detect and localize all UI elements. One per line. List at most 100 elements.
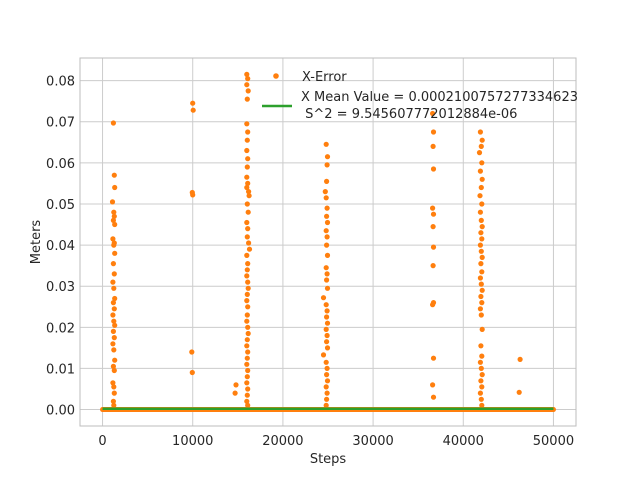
error-point (244, 147, 250, 154)
error-point (244, 374, 250, 380)
error-point (430, 263, 436, 269)
error-point (323, 228, 329, 234)
error-point (112, 221, 118, 228)
error-point (324, 308, 330, 314)
y-tick-label: 0.07 (46, 116, 75, 131)
error-point (244, 234, 250, 240)
error-point (110, 120, 116, 126)
error-point (244, 219, 250, 226)
error-point (324, 390, 330, 396)
error-point (245, 367, 251, 374)
error-point (244, 121, 250, 127)
error-point (324, 205, 330, 211)
error-point (324, 332, 330, 339)
error-point (478, 396, 484, 402)
error-point (244, 273, 250, 279)
tick-labels: 0 10000 20000 30000 40000 50000 0.00 0.01 0.02 0.… (46, 75, 574, 449)
error-point (111, 172, 117, 178)
error-point (189, 349, 195, 355)
error-point (111, 285, 117, 291)
error-point (111, 318, 117, 324)
error-point (323, 384, 329, 390)
error-point (189, 369, 195, 376)
error-point (430, 394, 437, 400)
x-axis-label: Steps (310, 452, 347, 467)
error-point (112, 295, 118, 302)
y-tick-label: 0.03 (46, 280, 75, 295)
error-point (430, 110, 436, 117)
error-point (430, 166, 437, 172)
error-point (324, 277, 330, 283)
error-point (112, 322, 118, 328)
error-point (112, 357, 118, 363)
error-point (324, 162, 330, 168)
plot-frame (79, 57, 577, 427)
error-point (478, 261, 484, 267)
error-point (478, 248, 484, 254)
error-point (244, 201, 250, 207)
error-point (244, 82, 250, 88)
error-point (110, 380, 116, 386)
x-tick-label: 10000 (172, 434, 213, 449)
x-tick-label: 0 (98, 434, 106, 449)
error-point (111, 335, 117, 341)
error-point (323, 402, 329, 408)
error-point (111, 242, 117, 248)
error-point (244, 71, 250, 77)
error-point (245, 279, 251, 285)
legend-error-marker (273, 73, 279, 79)
error-point (324, 219, 331, 226)
error-point (324, 365, 330, 371)
error-point (477, 209, 483, 215)
error-point (477, 129, 483, 135)
error-point (245, 386, 251, 392)
error-point (244, 361, 250, 367)
error-point (190, 107, 196, 113)
error-point (245, 76, 251, 82)
y-tick-label: 0.02 (46, 321, 75, 336)
error-point (244, 137, 250, 143)
error-point (111, 271, 117, 277)
error-point (479, 402, 485, 408)
error-point (244, 392, 250, 398)
error-point (245, 261, 251, 267)
error-point (244, 398, 250, 404)
error-point (517, 356, 523, 362)
error-point (109, 199, 116, 205)
error-point (110, 279, 116, 285)
error-point (478, 343, 484, 349)
error-point (110, 261, 116, 267)
error-point (324, 178, 330, 184)
error-point (244, 337, 250, 343)
error-point (324, 372, 330, 378)
error-point (244, 380, 250, 386)
error-point (322, 189, 328, 195)
error-point (111, 209, 117, 215)
error-point (323, 359, 329, 365)
error-point (244, 298, 250, 304)
y-tick-label: 0.08 (46, 75, 75, 90)
error-point (111, 367, 117, 374)
error-point (320, 352, 327, 358)
error-point (246, 193, 252, 199)
error-point (430, 129, 437, 135)
error-point (479, 201, 485, 207)
error-point (430, 382, 436, 388)
error-point (478, 312, 484, 318)
error-point (478, 378, 484, 384)
error-point (244, 174, 250, 180)
error-point (323, 195, 329, 201)
error-point (324, 345, 331, 351)
error-point (111, 306, 117, 312)
error-point (324, 339, 330, 345)
error-point (478, 184, 484, 191)
error-point (245, 330, 251, 337)
error-point (477, 390, 483, 396)
y-tick-label: 0.06 (46, 157, 75, 172)
error-point (190, 192, 196, 198)
error-point (430, 244, 437, 250)
error-point (244, 164, 250, 170)
error-point (324, 285, 331, 291)
error-point (430, 143, 436, 149)
